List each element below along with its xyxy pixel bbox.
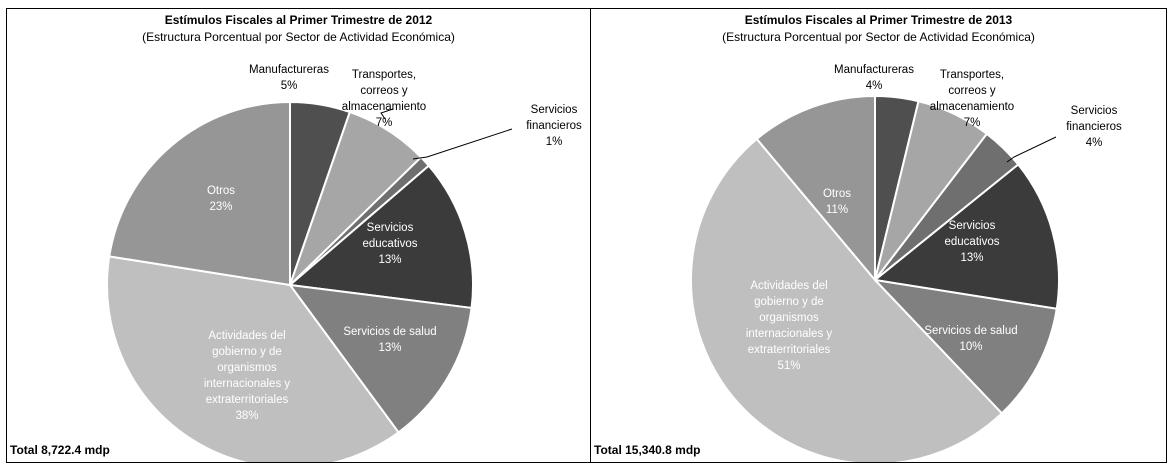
slice-label-manufactureras: Manufactureras 5% — [249, 64, 329, 92]
slice-label-manufactureras: Manufactureras 4% — [834, 64, 914, 92]
chart-panel-2013: Estímulos Fiscales al Primer Trimestre d… — [590, 8, 1167, 463]
slice-label-financieros: Servicios financieros 1% — [526, 104, 582, 148]
slice-label-financieros: Servicios financieros 4% — [1066, 105, 1122, 149]
leader-line-financieros — [1007, 137, 1056, 162]
pie-chart-2012: Manufactureras 5%Transportes, correos y alm… — [7, 9, 591, 463]
pie-chart-2013: Manufactureras 4%Transportes, correos y alm… — [591, 9, 1167, 463]
leader-line-financieros — [413, 129, 512, 159]
chart-panel-2012: Estímulos Fiscales al Primer Trimestre d… — [6, 8, 591, 463]
total-label: Total 8,722.4 mdp — [10, 443, 110, 457]
pie-slice-otros — [109, 102, 290, 285]
total-label: Total 15,340.8 mdp — [594, 443, 700, 457]
